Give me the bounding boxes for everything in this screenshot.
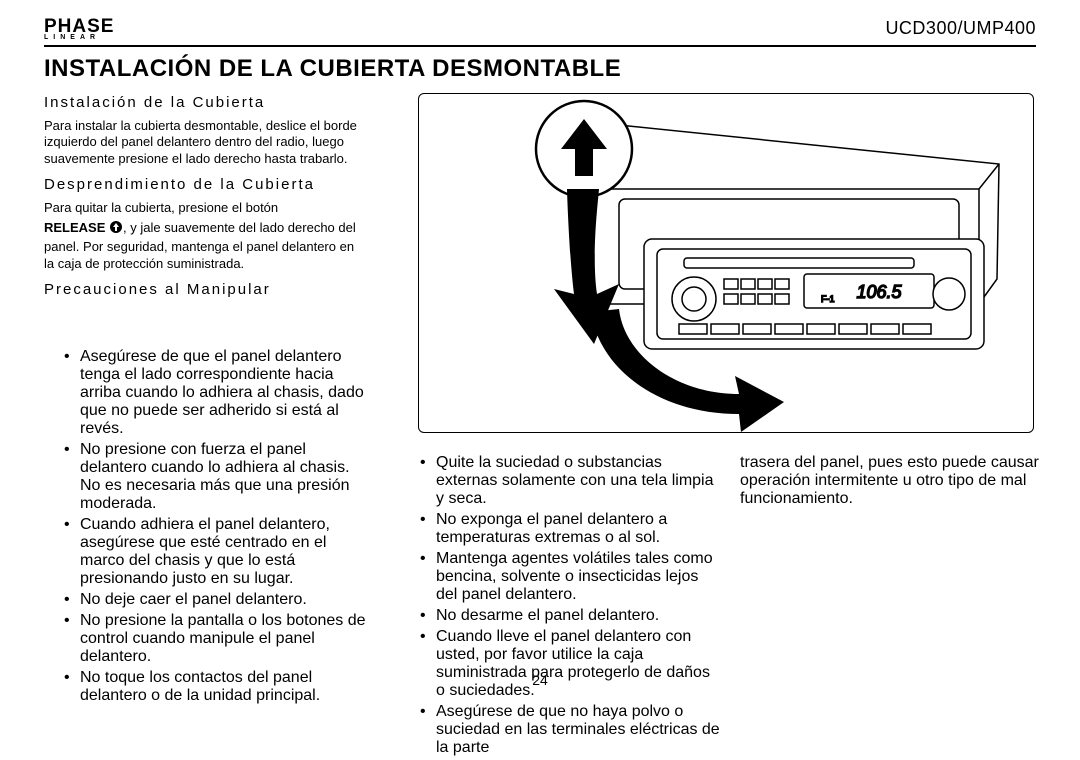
list-item: No desarme el panel delantero. bbox=[420, 607, 720, 625]
list-item: No presione la pantalla o los botones de… bbox=[64, 612, 374, 666]
precautions-col1: Asegúrese de que el panel delantero teng… bbox=[44, 348, 374, 708]
list-item: Cuando adhiera el panel delantero, asegú… bbox=[64, 516, 374, 588]
detach-line1: Para quitar la cubierta, presione el bot… bbox=[44, 200, 364, 217]
list-item: No deje caer el panel delantero. bbox=[64, 591, 374, 609]
logo-main-text: PHASE bbox=[44, 18, 114, 35]
list-item: Cuando lleve el panel delantero con uste… bbox=[420, 628, 720, 700]
list-item: Asegúrese de que el panel delantero teng… bbox=[64, 348, 374, 438]
content-layout: Instalación de la Cubierta Para instalar… bbox=[44, 93, 1036, 299]
release-label: RELEASE bbox=[44, 220, 105, 235]
precautions-col2: Quite la suciedad o substancias externas… bbox=[400, 454, 720, 760]
list-item: Mantenga agentes volátiles tales como be… bbox=[420, 550, 720, 604]
model-number: UCD300/UMP400 bbox=[885, 18, 1036, 39]
illustration: 106.5 F-1 bbox=[418, 93, 1034, 433]
header-bar: PHASE LINEAR UCD300/UMP400 bbox=[44, 18, 1036, 47]
list-item: No presione con fuerza el panel delanter… bbox=[64, 441, 374, 513]
detach-heading: Desprendimiento de la Cubierta bbox=[44, 175, 364, 194]
list-item: Quite la suciedad o substancias externas… bbox=[420, 454, 720, 508]
left-text-column: Instalación de la Cubierta Para instalar… bbox=[44, 93, 364, 299]
radio-svg: 106.5 F-1 bbox=[419, 94, 1034, 433]
precautions-heading: Precauciones al Manipular bbox=[44, 280, 364, 299]
install-heading: Instalación de la Cubierta bbox=[44, 93, 364, 112]
precautions-col3: trasera del panel, pues esto puede causa… bbox=[740, 454, 1040, 508]
page-number: 24 bbox=[0, 672, 1080, 688]
display-freq: 106.5 bbox=[856, 282, 902, 302]
page-title: INSTALACIÓN DE LA CUBIERTA DESMONTABLE bbox=[44, 55, 1036, 83]
detach-body: RELEASE , y jale suavemente del lado der… bbox=[44, 220, 364, 272]
install-body: Para instalar la cubierta desmontable, d… bbox=[44, 118, 364, 168]
list-item: Asegúrese de que no haya polvo o sucieda… bbox=[420, 703, 720, 757]
brand-logo: PHASE LINEAR bbox=[44, 18, 114, 41]
list-item-continuation: trasera del panel, pues esto puede causa… bbox=[740, 454, 1040, 508]
release-icon bbox=[109, 220, 123, 239]
display-fm: F-1 bbox=[821, 294, 835, 304]
list-item: No exponga el panel delantero a temperat… bbox=[420, 511, 720, 547]
